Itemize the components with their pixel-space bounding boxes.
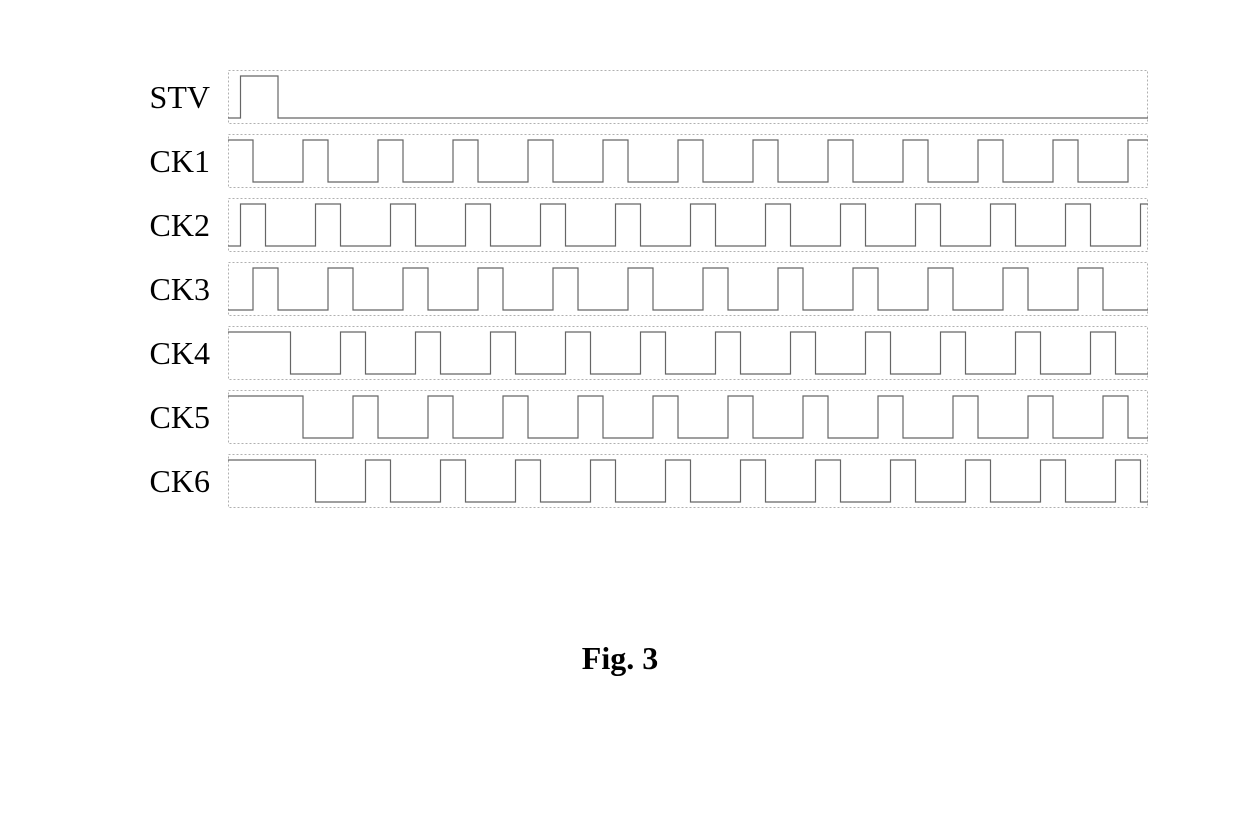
waveform-ck3 bbox=[228, 262, 1148, 316]
waveform-ck5 bbox=[228, 390, 1148, 444]
waveform-ck6 bbox=[228, 454, 1148, 508]
waveform-ck2 bbox=[228, 198, 1148, 252]
signal-row-ck4: CK4 bbox=[90, 326, 1148, 380]
signal-row-ck2: CK2 bbox=[90, 198, 1148, 252]
page: STV CK1 CK2 CK3 CK4 CK5 CK6 Fig. 3 bbox=[0, 0, 1240, 820]
waveform-ck1 bbox=[228, 134, 1148, 188]
signal-label-ck5: CK5 bbox=[90, 399, 228, 436]
signal-label-ck2: CK2 bbox=[90, 207, 228, 244]
signal-label-ck4: CK4 bbox=[90, 335, 228, 372]
timing-diagram: STV CK1 CK2 CK3 CK4 CK5 CK6 bbox=[90, 70, 1148, 518]
signal-row-stv: STV bbox=[90, 70, 1148, 124]
signal-row-ck5: CK5 bbox=[90, 390, 1148, 444]
signal-row-ck1: CK1 bbox=[90, 134, 1148, 188]
signal-label-ck6: CK6 bbox=[90, 463, 228, 500]
waveform-ck4 bbox=[228, 326, 1148, 380]
signal-label-ck3: CK3 bbox=[90, 271, 228, 308]
figure-caption: Fig. 3 bbox=[0, 640, 1240, 677]
signal-row-ck6: CK6 bbox=[90, 454, 1148, 508]
signal-label-ck1: CK1 bbox=[90, 143, 228, 180]
signal-row-ck3: CK3 bbox=[90, 262, 1148, 316]
signal-label-stv: STV bbox=[90, 79, 228, 116]
waveform-stv bbox=[228, 70, 1148, 124]
